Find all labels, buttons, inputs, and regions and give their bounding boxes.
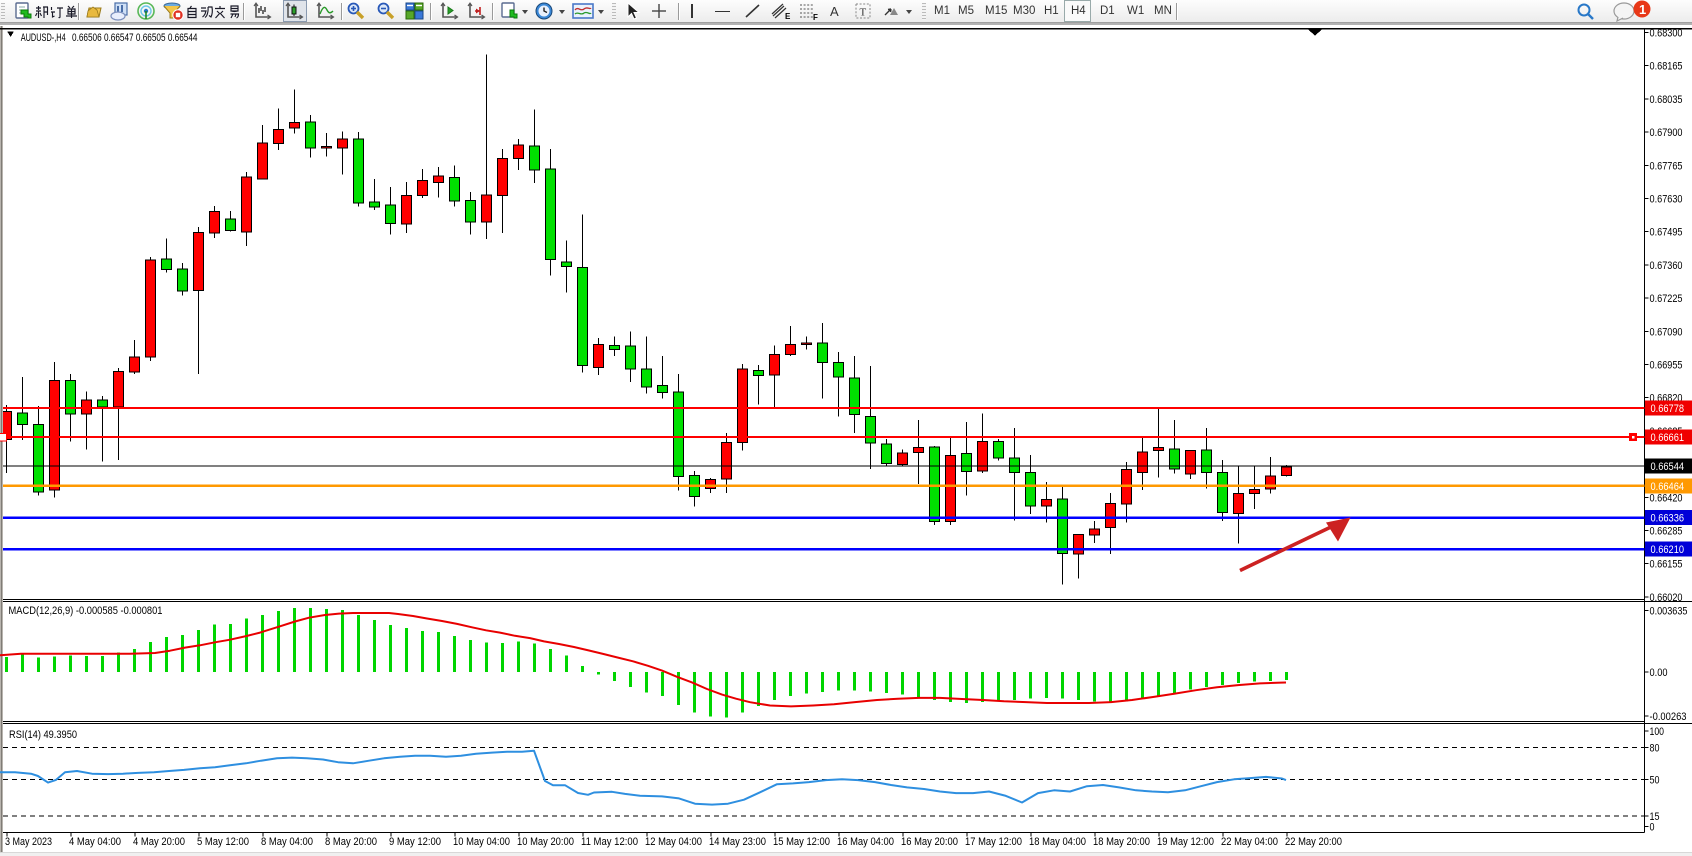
svg-text:0.66506 0.66547 0.66505 0.6654: 0.66506 0.66547 0.66505 0.66544 [72, 32, 198, 44]
svg-text:12 May 04:00: 12 May 04:00 [645, 836, 702, 848]
svg-text:16 May 20:00: 16 May 20:00 [901, 836, 958, 848]
svg-text:0.68035: 0.68035 [1650, 94, 1683, 106]
svg-text:0.66420: 0.66420 [1650, 492, 1683, 504]
svg-text:18 May 04:00: 18 May 04:00 [1029, 836, 1086, 848]
svg-text:8 May 04:00: 8 May 04:00 [261, 836, 313, 848]
svg-text:0.66955: 0.66955 [1650, 360, 1683, 372]
svg-text:4 May 04:00: 4 May 04:00 [69, 836, 121, 848]
svg-text:F: F [813, 13, 818, 22]
svg-text:T: T [860, 7, 867, 19]
svg-text:0.00: 0.00 [1650, 667, 1668, 679]
svg-text:15 May 12:00: 15 May 12:00 [773, 836, 830, 848]
svg-text:10 May 20:00: 10 May 20:00 [517, 836, 574, 848]
svg-text:50: 50 [1650, 775, 1660, 787]
svg-text:22 May 20:00: 22 May 20:00 [1285, 836, 1342, 848]
svg-text:0.66544: 0.66544 [1651, 461, 1685, 473]
svg-text:0.67630: 0.67630 [1650, 194, 1683, 206]
svg-text:9 May 12:00: 9 May 12:00 [389, 836, 441, 848]
svg-text:0.67495: 0.67495 [1650, 227, 1683, 239]
svg-text:0.66210: 0.66210 [1651, 544, 1685, 556]
svg-text:14 May 23:00: 14 May 23:00 [709, 836, 766, 848]
svg-text:0.67225: 0.67225 [1650, 293, 1683, 305]
svg-text:0.66020: 0.66020 [1650, 592, 1683, 604]
svg-text:MACD(12,26,9) -0.000585 -0.000: MACD(12,26,9) -0.000585 -0.000801 [9, 605, 163, 617]
svg-text:22 May 04:00: 22 May 04:00 [1221, 836, 1278, 848]
svg-text:17 May 12:00: 17 May 12:00 [965, 836, 1022, 848]
svg-text:0.003635: 0.003635 [1650, 606, 1688, 618]
svg-text:1: 1 [1639, 2, 1646, 17]
svg-text:-0.00263: -0.00263 [1650, 711, 1687, 723]
svg-text:16 May 04:00: 16 May 04:00 [837, 836, 894, 848]
svg-text:4 May 20:00: 4 May 20:00 [133, 836, 185, 848]
svg-text:8 May 20:00: 8 May 20:00 [325, 836, 377, 848]
svg-text:0.68165: 0.68165 [1650, 61, 1683, 73]
svg-text:0.66778: 0.66778 [1651, 403, 1685, 415]
svg-text:11 May 12:00: 11 May 12:00 [581, 836, 638, 848]
svg-text:0.67900: 0.67900 [1650, 127, 1683, 139]
svg-text:RSI(14) 49.3950: RSI(14) 49.3950 [9, 729, 77, 741]
svg-text:0.66285: 0.66285 [1650, 526, 1683, 538]
svg-text:10 May 04:00: 10 May 04:00 [453, 836, 510, 848]
svg-text:0.68300: 0.68300 [1650, 28, 1683, 40]
svg-text:0.66336: 0.66336 [1651, 513, 1685, 525]
svg-text:0.67765: 0.67765 [1650, 160, 1683, 172]
svg-text:0.66464: 0.66464 [1651, 481, 1685, 493]
svg-text:0.67090: 0.67090 [1650, 326, 1683, 338]
svg-text:0.66155: 0.66155 [1650, 559, 1683, 571]
svg-text:18 May 20:00: 18 May 20:00 [1093, 836, 1150, 848]
svg-text:19 May 12:00: 19 May 12:00 [1157, 836, 1214, 848]
svg-text:0.66661: 0.66661 [1651, 432, 1685, 444]
svg-text:3 May 2023: 3 May 2023 [5, 836, 52, 848]
svg-text:80: 80 [1650, 743, 1660, 755]
svg-text:0.67360: 0.67360 [1650, 260, 1683, 272]
svg-text:15: 15 [1650, 811, 1660, 823]
svg-text:100: 100 [1650, 726, 1665, 738]
svg-text:5 May 12:00: 5 May 12:00 [197, 836, 249, 848]
svg-text:E: E [785, 12, 791, 21]
svg-text:AUDUSD-,H4: AUDUSD-,H4 [21, 32, 66, 44]
svg-text:0: 0 [1650, 822, 1655, 834]
